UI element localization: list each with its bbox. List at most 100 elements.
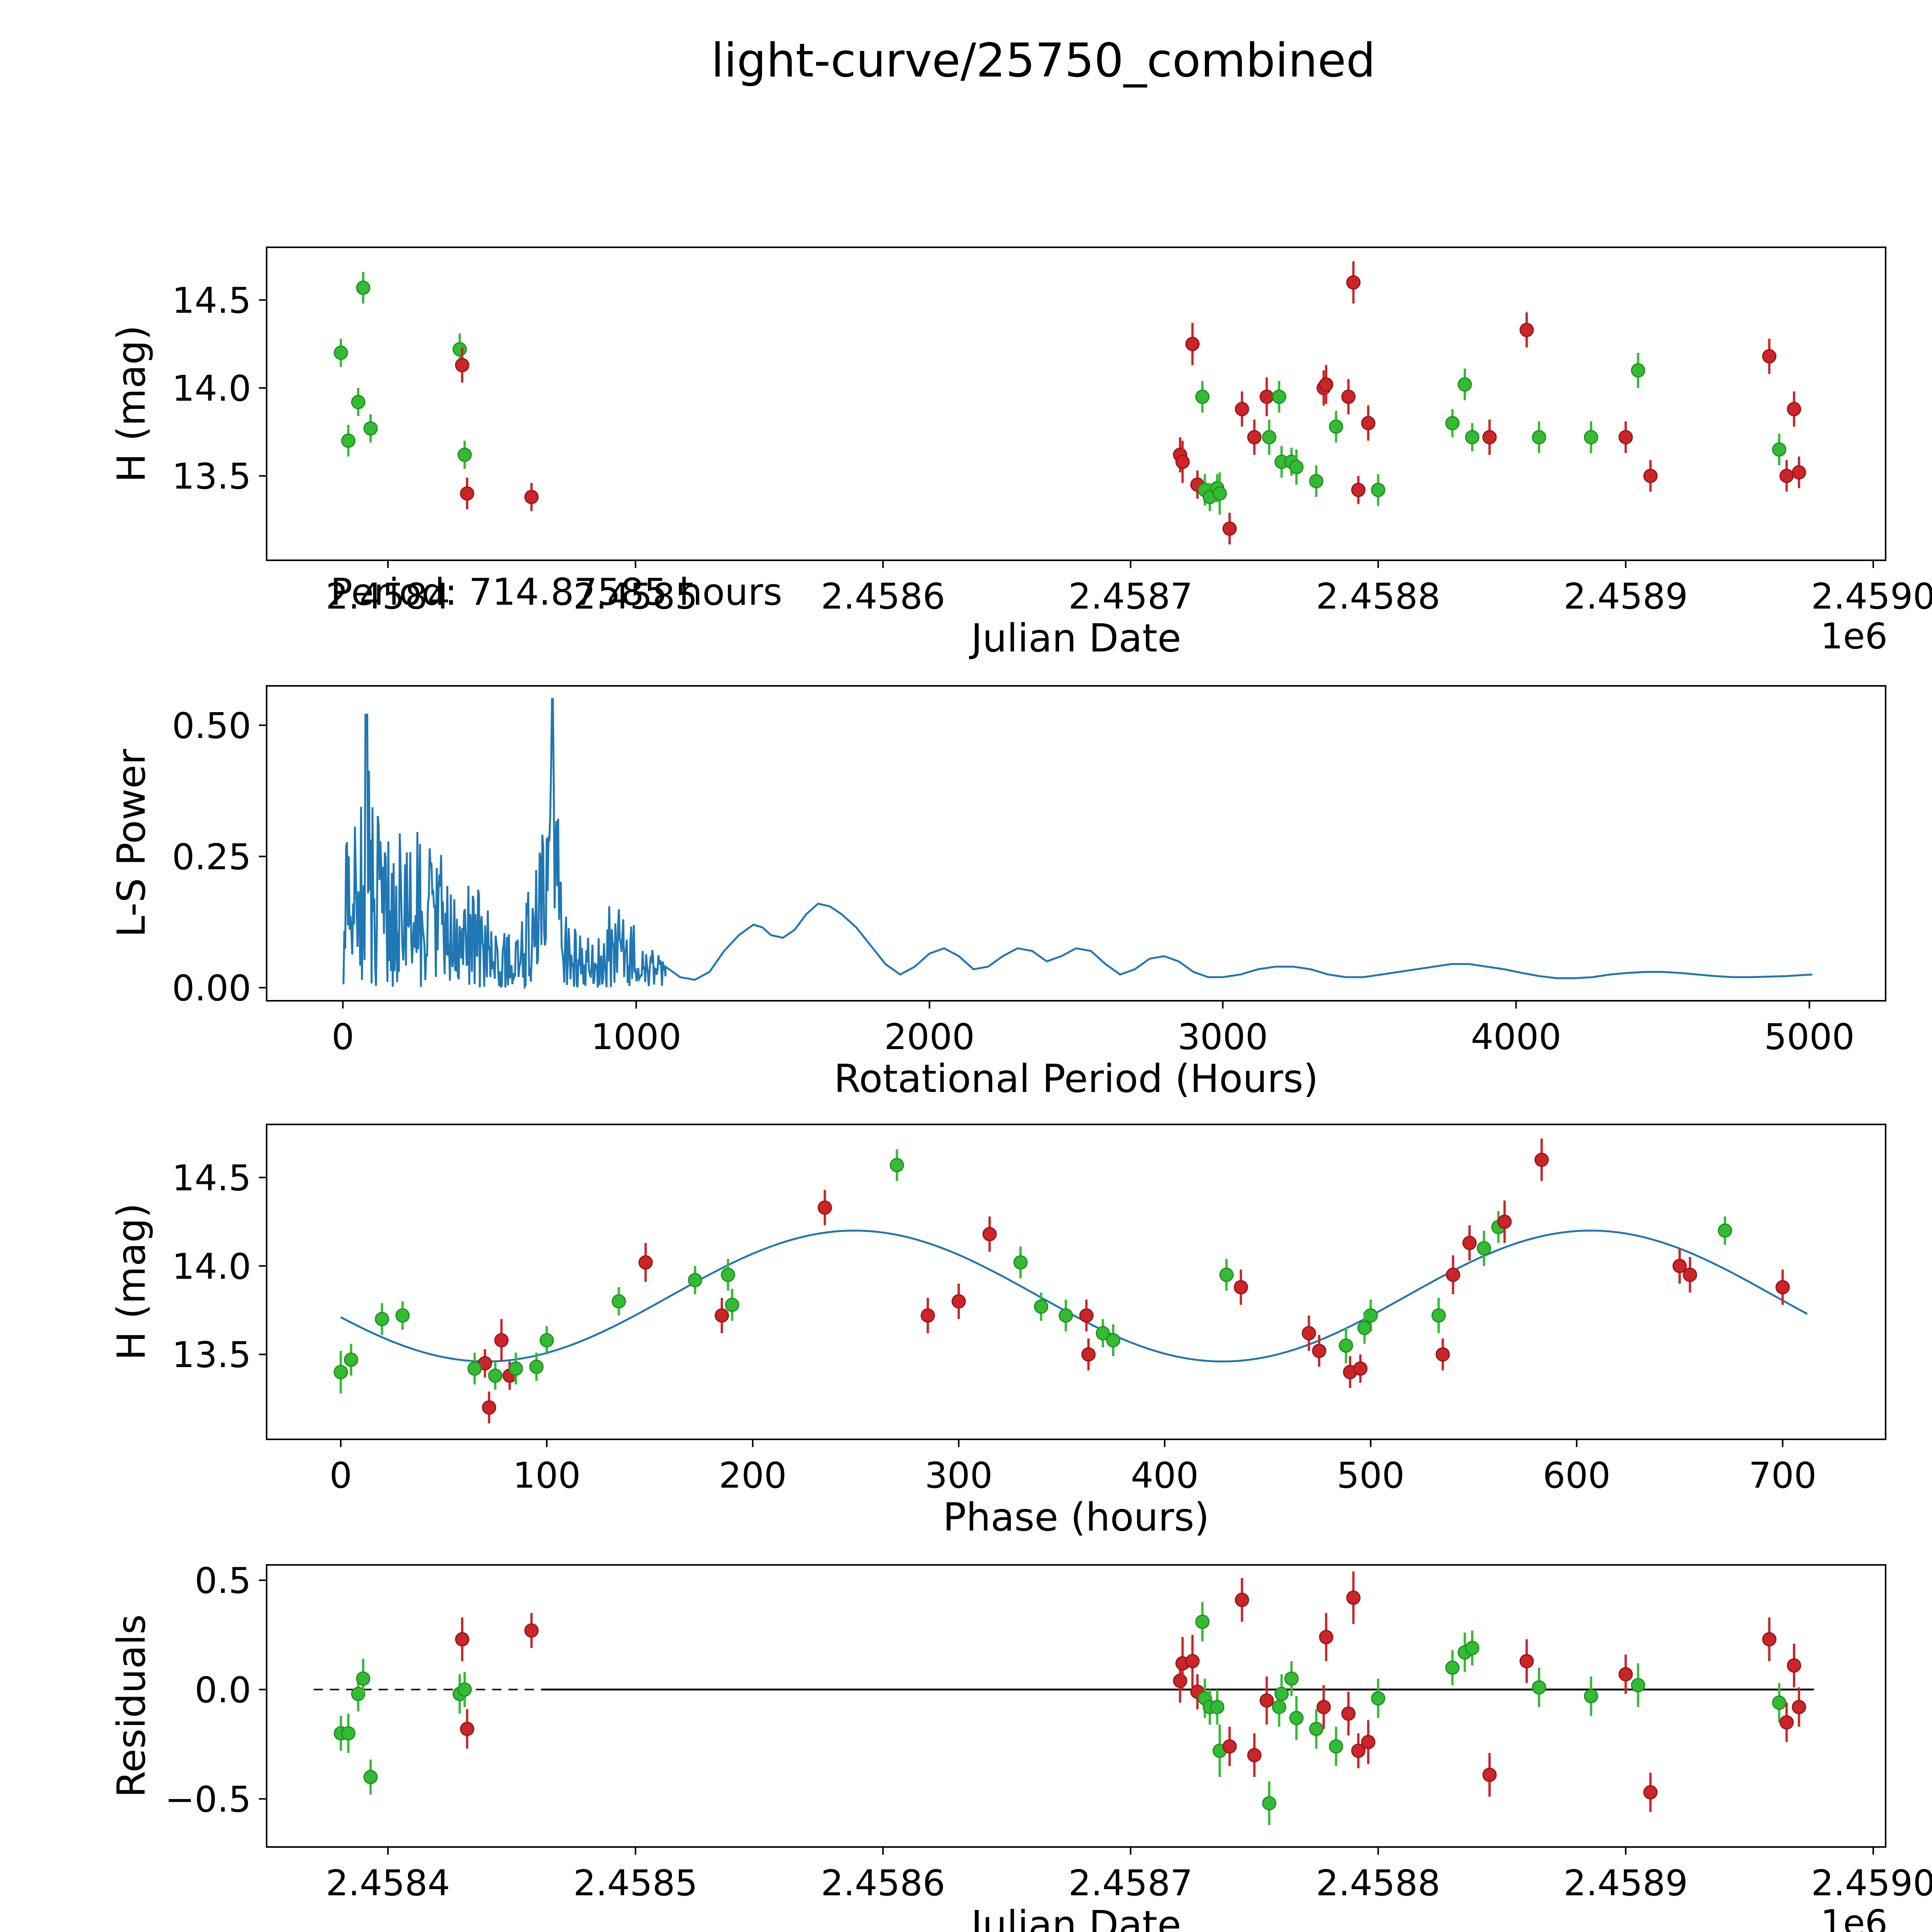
data-marker xyxy=(612,1294,626,1309)
data-marker xyxy=(1329,1739,1344,1754)
data-marker xyxy=(688,1273,702,1287)
data-marker xyxy=(1584,1689,1599,1704)
data-marker xyxy=(1584,430,1599,444)
data-marker xyxy=(1222,521,1237,536)
xlabel-phase: Phase (hours) xyxy=(943,1495,1209,1540)
xtick-label: 2.4586 xyxy=(821,576,945,617)
xtick-label: 2.4589 xyxy=(1563,1862,1688,1904)
data-marker xyxy=(375,1312,389,1327)
data-marker xyxy=(1519,323,1534,337)
data-marker xyxy=(1284,1671,1299,1686)
xtick-label: 5000 xyxy=(1764,1016,1855,1058)
data-marker xyxy=(1351,483,1366,497)
ytick-label: 14.5 xyxy=(172,280,251,321)
data-marker xyxy=(1259,1693,1274,1708)
axes-frame-periodogram xyxy=(266,685,1886,1002)
data-marker xyxy=(529,1359,544,1374)
data-marker xyxy=(1643,1785,1658,1800)
data-marker xyxy=(524,490,539,504)
data-marker xyxy=(1274,1687,1289,1701)
data-marker xyxy=(452,342,467,357)
data-marker xyxy=(1346,1590,1361,1605)
xtick-label: 300 xyxy=(925,1455,993,1496)
period-annotation: Period: 714.87585 hours xyxy=(330,571,782,614)
data-marker xyxy=(1431,1308,1446,1323)
ytick-label: 0.00 xyxy=(172,968,251,1009)
data-marker xyxy=(1272,1700,1286,1714)
data-marker xyxy=(1034,1299,1048,1314)
ytick-label: 13.5 xyxy=(172,456,251,497)
data-marker xyxy=(951,1294,966,1309)
data-marker xyxy=(1482,1767,1497,1782)
data-marker xyxy=(351,395,366,409)
data-marker xyxy=(1272,389,1286,404)
data-marker xyxy=(1363,1308,1378,1323)
data-marker xyxy=(1338,1338,1353,1353)
data-points-residuals xyxy=(333,1571,1806,1825)
xtick-label: 2000 xyxy=(884,1016,975,1058)
data-marker xyxy=(455,358,469,372)
ytick-label: 0.5 xyxy=(195,1560,251,1602)
data-marker xyxy=(467,1361,482,1376)
data-marker xyxy=(460,486,474,501)
data-marker xyxy=(356,1671,371,1686)
data-marker xyxy=(1309,1721,1323,1736)
data-marker xyxy=(1458,377,1472,392)
data-marker xyxy=(1361,1735,1376,1749)
data-marker xyxy=(1787,402,1801,417)
data-marker xyxy=(1095,1326,1110,1340)
axis-offset-lightcurve: 1e6 xyxy=(1820,616,1888,657)
data-marker xyxy=(1319,1630,1333,1645)
ytick-label: 0.25 xyxy=(172,836,251,878)
data-marker xyxy=(1289,1711,1304,1725)
data-marker xyxy=(1195,389,1210,404)
xtick-label: 2.4584 xyxy=(326,1862,450,1904)
data-marker xyxy=(1718,1223,1732,1238)
data-marker xyxy=(1301,1326,1316,1340)
data-marker xyxy=(1672,1259,1687,1273)
xtick-label: 2.4584 xyxy=(326,576,450,617)
xtick-label: 0 xyxy=(330,1455,352,1496)
data-marker xyxy=(1534,1153,1549,1167)
data-marker xyxy=(1247,430,1262,444)
axes-frame-residuals xyxy=(266,1564,1886,1848)
xtick-label: 500 xyxy=(1337,1455,1405,1496)
data-marker xyxy=(1259,389,1274,404)
data-marker xyxy=(1446,1267,1461,1282)
data-marker xyxy=(1316,1700,1331,1714)
xtick-label: 2.4588 xyxy=(1316,1862,1440,1904)
xtick-label: 3000 xyxy=(1177,1016,1268,1058)
data-marker xyxy=(638,1255,653,1270)
xtick-label: 2.4590 xyxy=(1811,576,1932,617)
data-marker xyxy=(1497,1214,1512,1229)
ytick-label: 14.0 xyxy=(172,368,251,409)
xtick-label: 2.4586 xyxy=(821,1862,945,1904)
data-marker xyxy=(1371,1691,1386,1706)
xtick-label: 2.4585 xyxy=(573,1862,698,1904)
axes-frame-lightcurve xyxy=(266,247,1886,561)
data-marker xyxy=(1618,430,1633,444)
data-marker xyxy=(1262,430,1277,444)
xtick-label: 2.4588 xyxy=(1316,576,1440,617)
data-marker xyxy=(1462,1236,1477,1250)
data-marker xyxy=(1341,389,1356,404)
data-marker xyxy=(1213,486,1227,501)
xtick-label: 4000 xyxy=(1471,1016,1561,1058)
data-marker xyxy=(1235,1593,1249,1607)
data-marker xyxy=(539,1333,554,1348)
data-marker xyxy=(333,1365,348,1379)
data-marker xyxy=(460,1721,474,1736)
data-marker xyxy=(1233,1280,1248,1294)
data-marker xyxy=(1435,1347,1450,1362)
data-marker xyxy=(1532,1680,1546,1695)
data-marker xyxy=(1792,465,1806,480)
xtick-label: 2.4585 xyxy=(573,576,698,617)
data-points-phase xyxy=(333,1138,1790,1423)
data-marker xyxy=(1319,377,1333,392)
data-marker xyxy=(1106,1333,1121,1348)
figure-title: light-curve/25750_combined xyxy=(711,34,1376,88)
xtick-label: 1000 xyxy=(591,1016,681,1058)
data-marker xyxy=(818,1200,832,1215)
data-marker xyxy=(1482,430,1497,444)
